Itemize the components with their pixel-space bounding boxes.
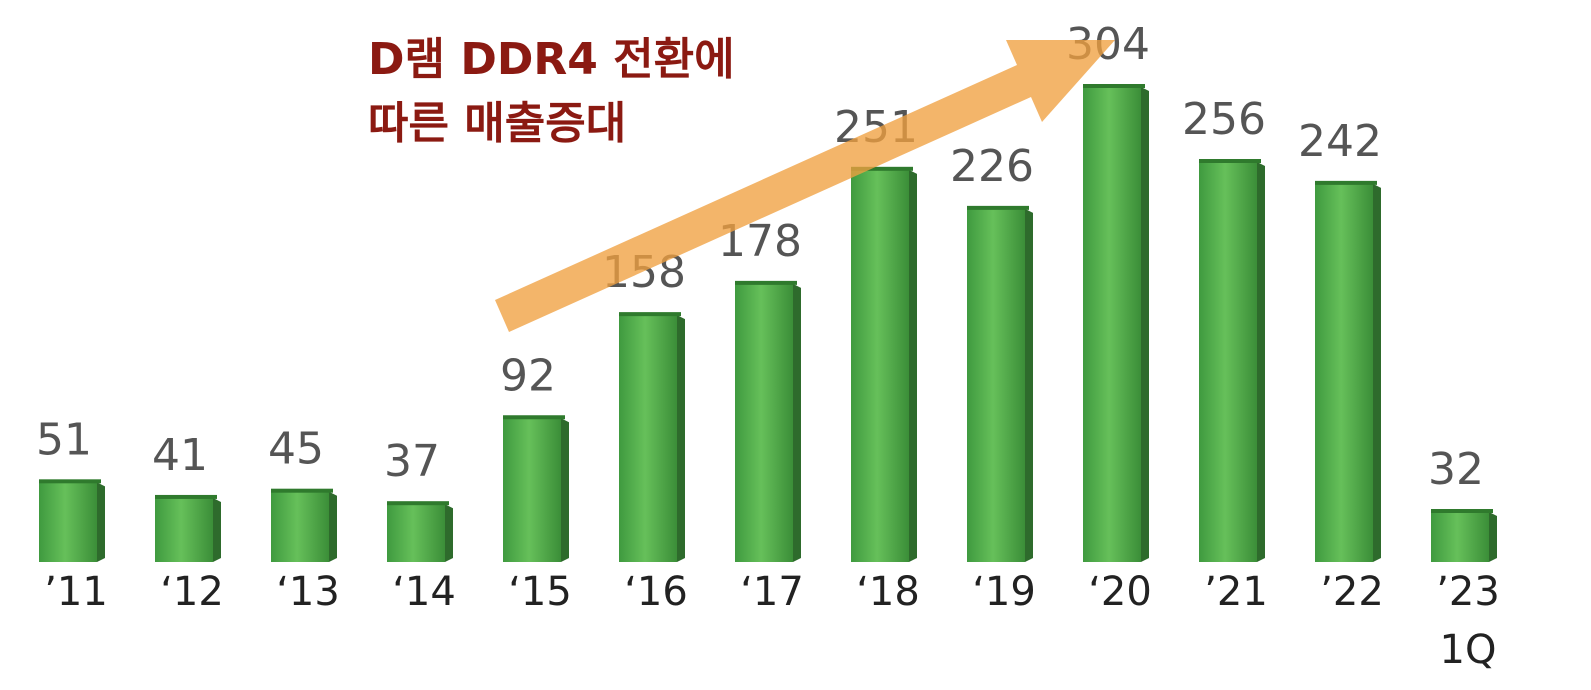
value-label: 37 (384, 436, 440, 487)
bar-side (909, 169, 917, 562)
value-label: 256 (1182, 94, 1266, 145)
bar-side (97, 482, 105, 562)
bar-top (735, 280, 797, 285)
bar-side (561, 418, 569, 562)
value-label: 242 (1298, 116, 1382, 167)
bar-top (387, 501, 449, 506)
bar-side (329, 491, 337, 562)
bar-top (1199, 159, 1261, 163)
x-tick-label: ‘14 (392, 569, 456, 615)
x-tick-label: ’23 1Q (1436, 569, 1500, 673)
bar (1083, 87, 1141, 562)
value-label: 41 (152, 430, 208, 481)
bar (1199, 162, 1257, 562)
x-tick-label: ‘17 (740, 569, 804, 615)
x-tick-label: ‘12 (160, 569, 224, 615)
x-tick-label: ‘15 (508, 569, 572, 615)
x-tick-label: ‘18 (856, 569, 920, 615)
bar-top (1431, 509, 1493, 513)
bar-side (445, 504, 453, 562)
bar (39, 482, 97, 562)
x-tick-label: ‘13 (276, 569, 340, 615)
bar (387, 504, 445, 562)
value-label: 92 (500, 350, 556, 401)
annotation: D램 DDR4 전환에 따른 매출증대 (368, 34, 735, 149)
x-tick-label: ’21 (1204, 569, 1268, 615)
bar-side (1141, 87, 1149, 562)
value-label: 45 (268, 424, 324, 475)
bar (1431, 512, 1489, 562)
value-label: 51 (36, 414, 92, 465)
trend-arrow (495, 40, 1115, 332)
bar-top (851, 166, 913, 171)
bar-top (1315, 180, 1377, 185)
bar (271, 491, 329, 562)
bar (851, 169, 909, 562)
x-tick-label: ’11 (44, 569, 108, 615)
value-label: 32 (1428, 444, 1484, 495)
bar-top (39, 479, 101, 484)
x-tick-label: ’22 (1320, 569, 1384, 615)
bar-side (1257, 162, 1265, 562)
x-tick-label: ‘19 (972, 569, 1036, 615)
bar (735, 283, 793, 562)
bar-side (677, 315, 685, 562)
bar-top (967, 205, 1029, 210)
bar-top (503, 415, 565, 420)
bar (967, 208, 1025, 562)
bar-side (1025, 208, 1033, 562)
bar (619, 315, 677, 562)
bar-side (1489, 512, 1497, 562)
x-tick-label: ‘20 (1088, 569, 1152, 615)
bar-top (271, 488, 333, 493)
value-label: 226 (950, 141, 1034, 192)
bar-top (155, 494, 217, 499)
bar (155, 497, 213, 562)
bar-top (1083, 84, 1145, 88)
bar-side (213, 497, 221, 562)
bar-top (619, 312, 681, 317)
x-tick-label: ‘16 (624, 569, 688, 615)
bar (503, 418, 561, 562)
bar-side (1373, 183, 1381, 562)
bar-side (793, 283, 801, 562)
bar (1315, 183, 1373, 562)
